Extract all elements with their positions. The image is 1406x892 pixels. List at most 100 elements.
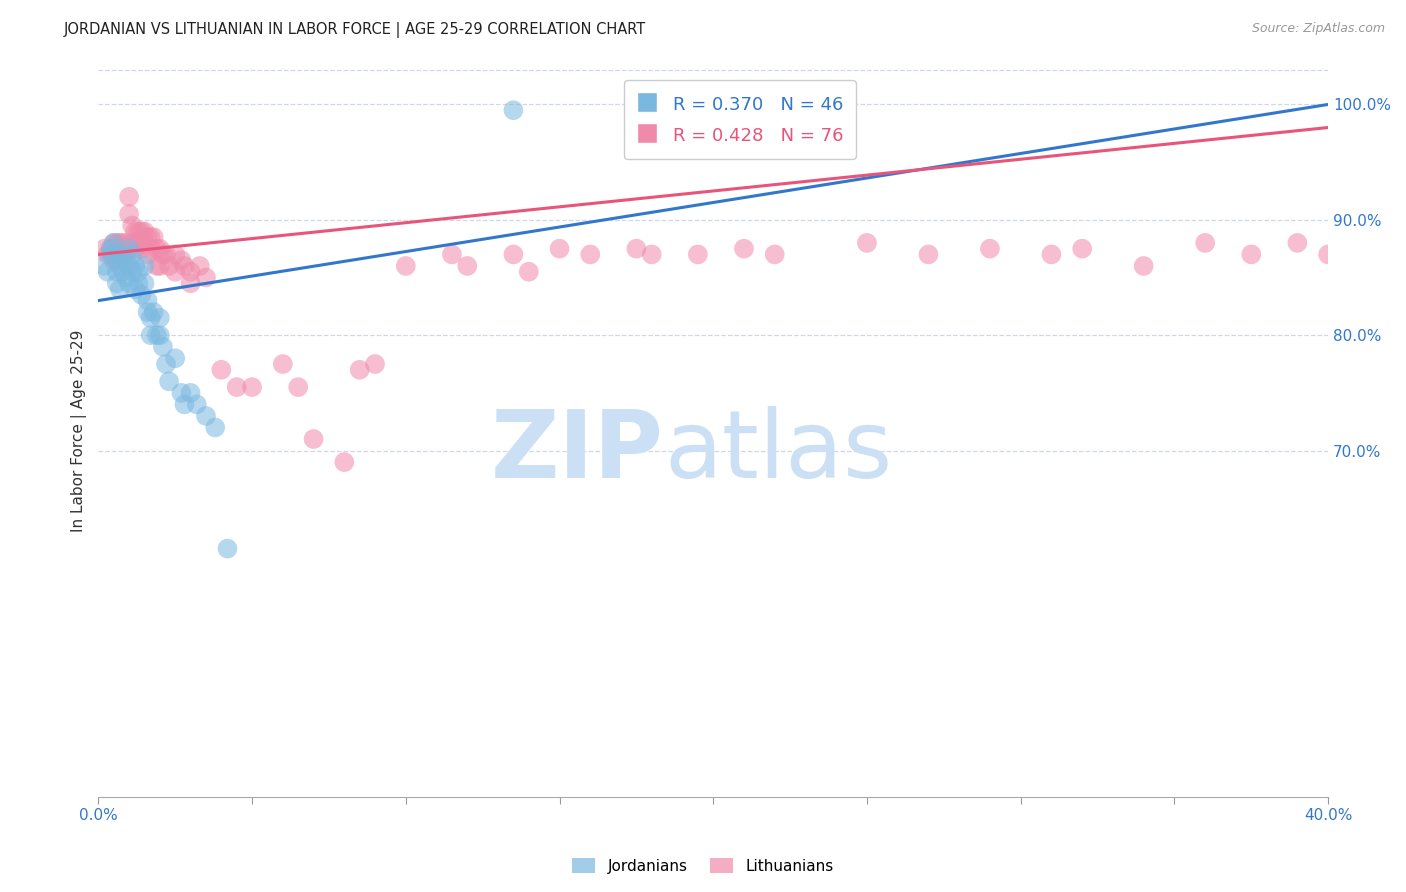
Point <box>111 265 134 279</box>
Point <box>118 277 141 291</box>
Point <box>579 247 602 261</box>
Point <box>97 265 120 279</box>
Point <box>124 259 146 273</box>
Point <box>108 282 131 296</box>
Point <box>121 219 143 233</box>
Point <box>502 247 524 261</box>
Point <box>100 242 122 256</box>
Point <box>97 247 120 261</box>
Point <box>287 380 309 394</box>
Point <box>105 235 128 250</box>
Point <box>240 380 263 394</box>
Point <box>145 328 167 343</box>
Point <box>131 242 153 256</box>
Point <box>173 397 195 411</box>
Point <box>127 277 149 291</box>
Point <box>131 287 153 301</box>
Point <box>134 224 156 238</box>
Point <box>188 259 211 273</box>
Text: JORDANIAN VS LITHUANIAN IN LABOR FORCE | AGE 25-29 CORRELATION CHART: JORDANIAN VS LITHUANIAN IN LABOR FORCE |… <box>63 22 645 38</box>
Point <box>131 224 153 238</box>
Point <box>165 247 187 261</box>
Point <box>100 242 122 256</box>
Point <box>118 259 141 273</box>
Point <box>108 247 131 261</box>
Point <box>152 340 174 354</box>
Point <box>103 235 125 250</box>
Point <box>1240 247 1263 261</box>
Point <box>502 103 524 118</box>
Point <box>139 328 162 343</box>
Point <box>157 259 180 273</box>
Point <box>121 235 143 250</box>
Point <box>108 247 131 261</box>
Point <box>686 247 709 261</box>
Point <box>93 259 115 273</box>
Point <box>856 235 879 250</box>
Point <box>134 277 156 291</box>
Point <box>111 253 134 268</box>
Point <box>517 265 540 279</box>
Point <box>204 420 226 434</box>
Point <box>440 247 463 261</box>
Point <box>124 242 146 256</box>
Point <box>121 265 143 279</box>
Point <box>108 235 131 250</box>
Point <box>165 351 187 366</box>
Point <box>127 265 149 279</box>
Point <box>142 230 165 244</box>
Point <box>105 253 128 268</box>
Point <box>115 270 138 285</box>
Point <box>180 277 202 291</box>
Point <box>136 305 159 319</box>
Point <box>194 409 217 423</box>
Legend: R = 0.370   N = 46, R = 0.428   N = 76: R = 0.370 N = 46, R = 0.428 N = 76 <box>624 80 856 159</box>
Point <box>118 242 141 256</box>
Point <box>149 310 172 325</box>
Point <box>118 190 141 204</box>
Point <box>302 432 325 446</box>
Point <box>548 242 571 256</box>
Point <box>641 247 664 261</box>
Point <box>139 242 162 256</box>
Point <box>170 385 193 400</box>
Point <box>155 247 177 261</box>
Point <box>364 357 387 371</box>
Point <box>194 270 217 285</box>
Point <box>170 253 193 268</box>
Point <box>136 247 159 261</box>
Point <box>186 397 208 411</box>
Point <box>145 242 167 256</box>
Point <box>149 242 172 256</box>
Point <box>108 259 131 273</box>
Point <box>349 363 371 377</box>
Point <box>115 235 138 250</box>
Point <box>1286 235 1309 250</box>
Point <box>763 247 786 261</box>
Point <box>395 259 418 273</box>
Point <box>733 242 755 256</box>
Point <box>139 310 162 325</box>
Point <box>333 455 356 469</box>
Point <box>115 253 138 268</box>
Point <box>105 265 128 279</box>
Point <box>103 247 125 261</box>
Point <box>157 375 180 389</box>
Point <box>103 253 125 268</box>
Point <box>155 357 177 371</box>
Point <box>127 235 149 250</box>
Point <box>111 247 134 261</box>
Point <box>1194 235 1216 250</box>
Point <box>1132 259 1154 273</box>
Point <box>136 230 159 244</box>
Point <box>149 259 172 273</box>
Legend: Jordanians, Lithuanians: Jordanians, Lithuanians <box>567 852 839 880</box>
Point <box>1317 247 1340 261</box>
Point <box>121 247 143 261</box>
Point <box>111 235 134 250</box>
Text: atlas: atlas <box>664 407 893 499</box>
Point <box>1040 247 1063 261</box>
Point <box>145 259 167 273</box>
Point <box>149 328 172 343</box>
Point <box>152 247 174 261</box>
